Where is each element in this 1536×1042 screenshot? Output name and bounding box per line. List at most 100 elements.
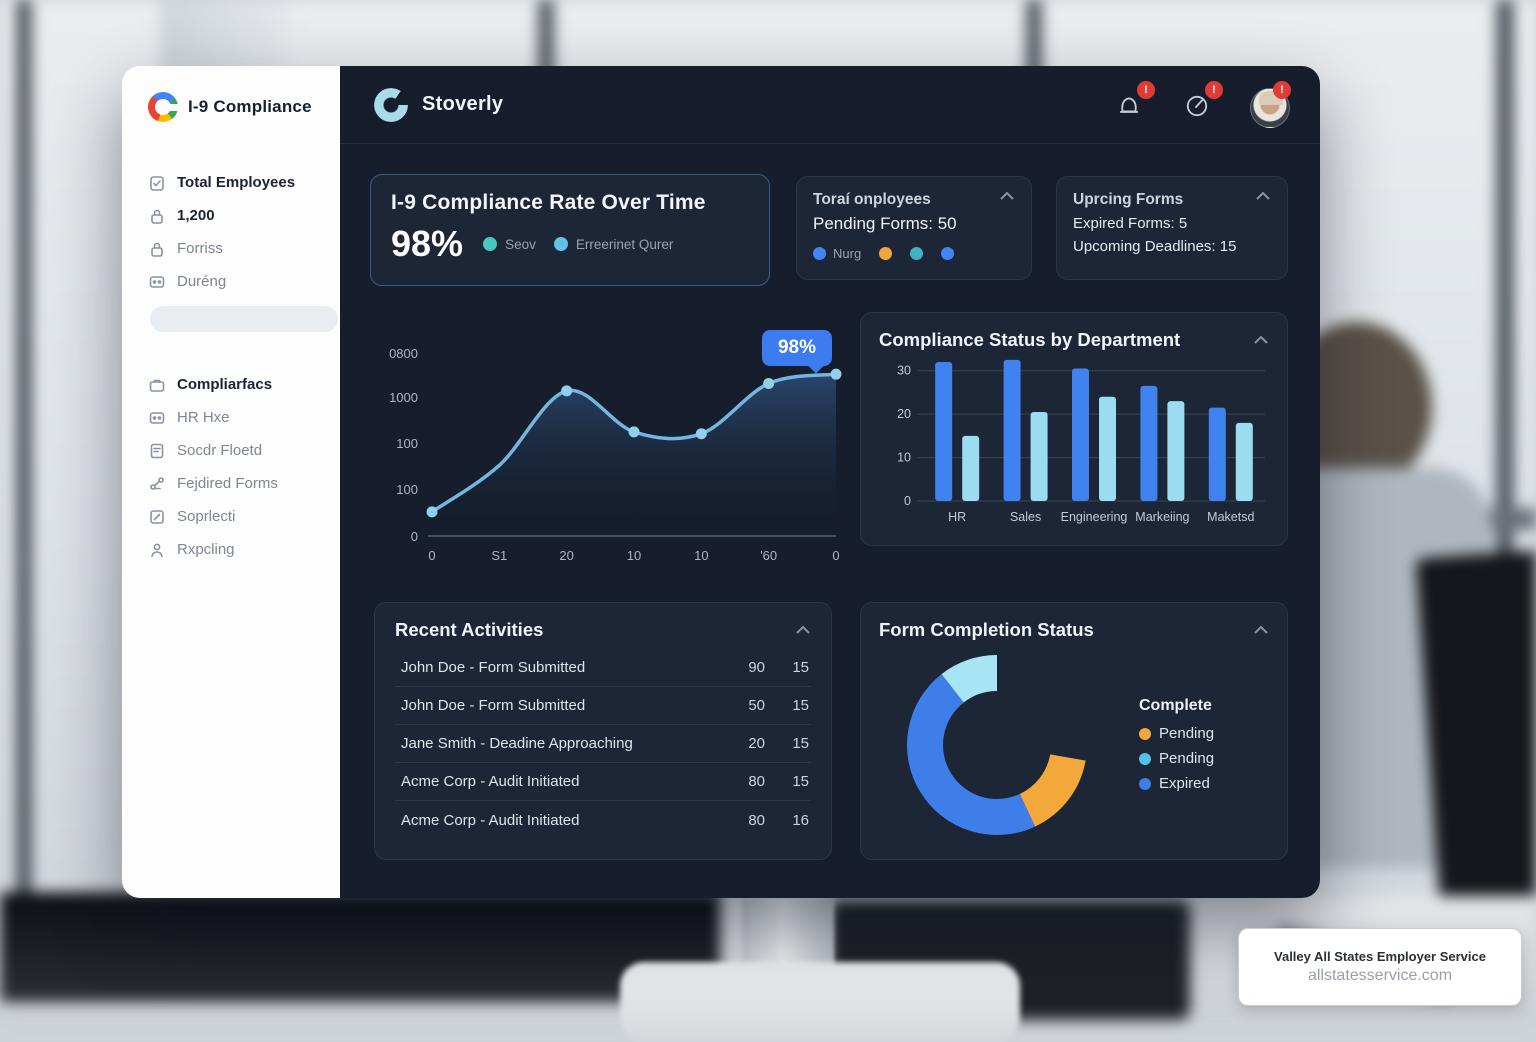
legend-item [941, 247, 954, 260]
lock-icon [148, 207, 166, 225]
id-card-icon [148, 409, 166, 427]
legend-label: Seov [505, 237, 536, 252]
id-card-icon [148, 273, 166, 291]
legend-dot-icon [813, 247, 826, 260]
chart-tooltip: 98% [762, 330, 832, 366]
sidebar-selected-pill[interactable] [150, 306, 338, 332]
svg-text:'60: '60 [760, 548, 777, 563]
chevron-up-icon[interactable] [1255, 191, 1271, 201]
compliance-rate-title: I-9 Compliance Rate Over Time [391, 191, 749, 215]
activity-label: Jane Smith - Deadine Approaching [401, 735, 721, 752]
legend-dot-icon [1139, 728, 1151, 740]
recent-activities-card: Recent Activities John Doe - Form Submit… [374, 602, 832, 860]
legend-item [910, 247, 923, 260]
sidebar-item[interactable]: Forriss [148, 232, 340, 265]
blurred-monitor-bezel [0, 892, 720, 1002]
window-frame [16, 0, 32, 900]
legend-dot-icon [1139, 778, 1151, 790]
lock-icon [148, 240, 166, 258]
main-panel: Stoverly ! ! [340, 66, 1320, 898]
svg-text:10: 10 [694, 548, 708, 563]
sidebar-item[interactable]: Socdr Floetd [148, 434, 340, 467]
upcoming-forms-title: Uprcing Forms [1073, 191, 1183, 209]
app-logo[interactable]: I-9 Compliance [148, 92, 340, 122]
legend-label: Expired [1159, 775, 1210, 792]
briefcase-icon [148, 376, 166, 394]
watermark-url[interactable]: allstatesservice.com [1308, 967, 1452, 985]
svg-text:10: 10 [627, 548, 641, 563]
activity-value-2: 15 [765, 773, 809, 790]
activity-button[interactable]: ! [1182, 88, 1216, 122]
sidebar-item[interactable]: 1,200 [148, 199, 340, 232]
legend-dot-icon [483, 237, 497, 251]
sidebar-item[interactable]: Compliarfacs [148, 368, 340, 401]
brand-name: Stoverly [422, 93, 503, 116]
activity-badge: ! [1205, 81, 1223, 99]
expired-forms-stat: Expired Forms: 5 [1073, 215, 1271, 232]
sidebar-item-label: Soprlecti [177, 508, 235, 525]
stoverly-logo-icon [374, 88, 408, 122]
sidebar-item-label: Rxpcling [177, 541, 235, 558]
sidebar-item-label: Duréng [177, 273, 226, 290]
activity-label: Acme Corp - Audit Initiated [401, 773, 721, 790]
legend-dot-icon [554, 237, 568, 251]
sidebar-item-label: Forriss [177, 240, 223, 257]
gauge-icon [1184, 93, 1210, 119]
activity-value-1: 80 [721, 773, 765, 790]
legend-dot-icon [941, 247, 954, 260]
watermark-card: Valley All States Employer Service allst… [1238, 928, 1522, 1006]
window-frame [1496, 0, 1514, 560]
chevron-up-icon[interactable] [999, 191, 1015, 201]
profile-badge: ! [1273, 81, 1291, 99]
total-employees-dots: Nurg [813, 246, 1015, 261]
svg-text:0: 0 [904, 494, 911, 508]
i9-logo-icon [148, 92, 178, 122]
person-icon [148, 541, 166, 559]
sidebar-item-label: Socdr Floetd [177, 442, 262, 459]
sidebar-item[interactable]: Soprlecti [148, 500, 340, 533]
clipboard-check-icon [148, 174, 166, 192]
compliance-rate-value: 98% [391, 223, 463, 265]
chevron-up-icon[interactable] [795, 625, 811, 635]
legend-dot-icon [879, 247, 892, 260]
svg-text:30: 30 [897, 364, 911, 378]
activity-value-1: 90 [721, 659, 765, 676]
svg-text:0: 0 [411, 529, 418, 544]
notification-badge: ! [1137, 81, 1155, 99]
sidebar-item[interactable]: Duréng [148, 265, 340, 298]
legend-item: Seov [483, 237, 536, 252]
brand[interactable]: Stoverly [374, 88, 503, 122]
activity-value-2: 15 [765, 659, 809, 676]
activity-value-1: 20 [721, 735, 765, 752]
activity-value-2: 15 [765, 697, 809, 714]
legend-item: Pending [1139, 725, 1214, 742]
notifications-button[interactable]: ! [1114, 88, 1148, 122]
sidebar-item[interactable]: HR Hxe [148, 401, 340, 434]
sidebar-item[interactable]: Fejdired Forms [148, 467, 340, 500]
svg-text:0: 0 [428, 548, 435, 563]
donut-legend-title: Complete [1139, 697, 1214, 715]
legend-dot-icon [910, 247, 923, 260]
edit-icon [148, 508, 166, 526]
sidebar-item-label: Fejdired Forms [177, 475, 278, 492]
chevron-up-icon[interactable] [1253, 335, 1269, 345]
chevron-up-icon[interactable] [1253, 625, 1269, 635]
donut-chart-plot [879, 641, 1125, 841]
sidebar-item[interactable]: Rxpcling [148, 533, 340, 566]
sidebar-item[interactable]: Total Employees [148, 166, 340, 199]
profile-button[interactable]: ! [1250, 88, 1284, 122]
svg-text:S1: S1 [491, 548, 507, 563]
